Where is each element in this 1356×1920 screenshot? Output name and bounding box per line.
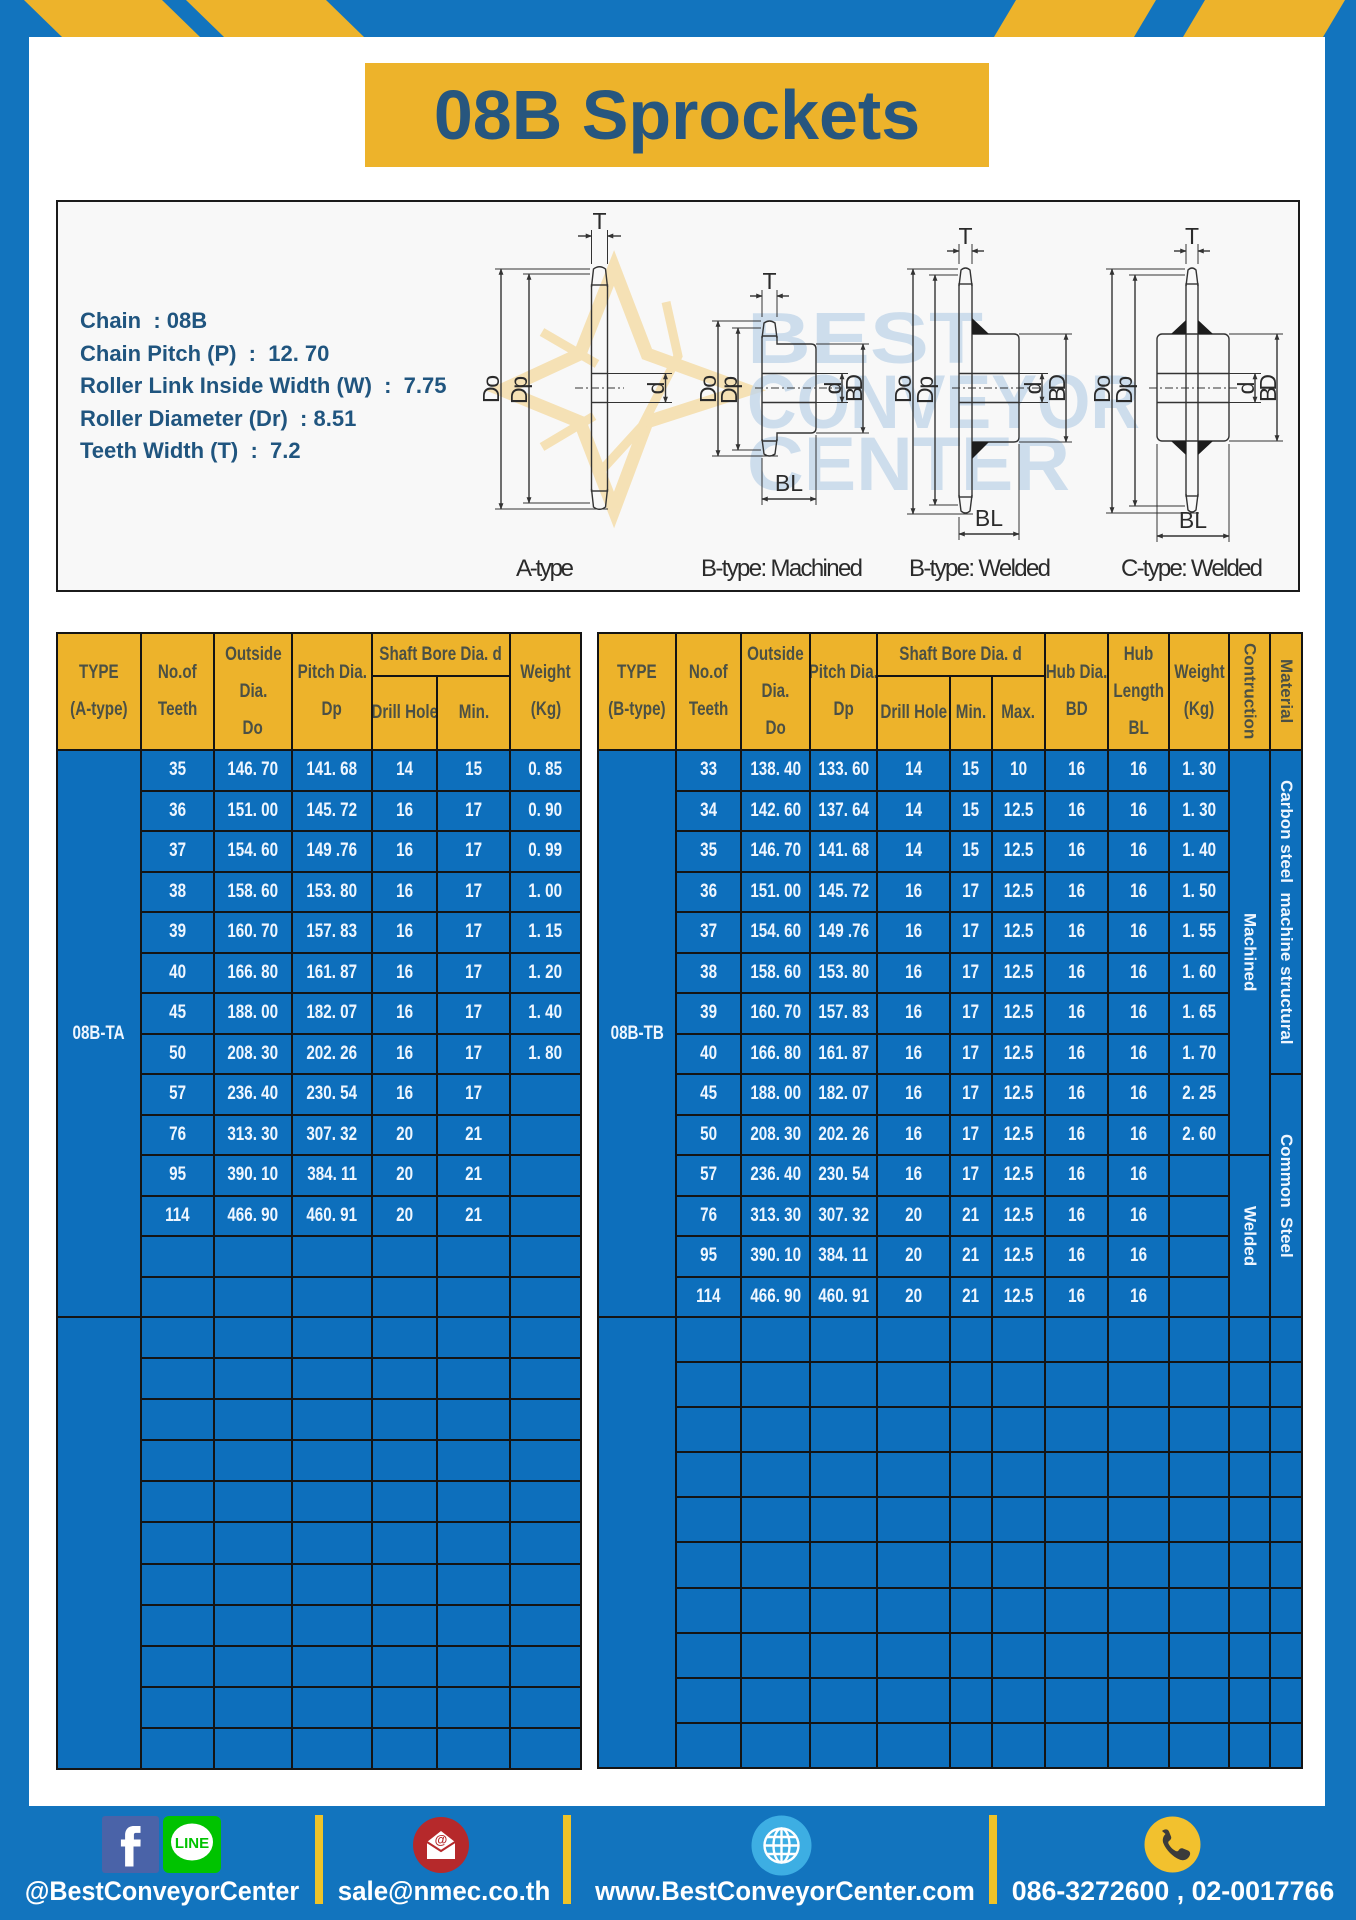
svg-text:B-type: Machined: B-type: Machined xyxy=(701,555,863,582)
svg-text:BL: BL xyxy=(1179,507,1207,533)
svg-text:d: d xyxy=(820,382,846,395)
svg-text:A-type: A-type xyxy=(516,555,574,582)
svg-text:d: d xyxy=(643,382,669,395)
svg-text:C-type: Welded: C-type: Welded xyxy=(1121,555,1263,582)
svg-text:Do: Do xyxy=(890,375,916,403)
svg-text:Dp: Dp xyxy=(1111,376,1137,404)
svg-text:T: T xyxy=(762,268,776,294)
svg-text:T: T xyxy=(958,223,972,249)
svg-text:Do: Do xyxy=(478,375,504,403)
svg-text:Dp: Dp xyxy=(912,376,938,404)
svg-text:T: T xyxy=(592,208,606,234)
svg-text:d: d xyxy=(1020,382,1046,395)
svg-text:T: T xyxy=(1185,223,1199,249)
svg-text:Do: Do xyxy=(1089,375,1115,403)
svg-text:BD: BD xyxy=(1044,374,1070,402)
svg-text:BL: BL xyxy=(975,505,1003,531)
svg-text:LINE: LINE xyxy=(175,1835,209,1852)
svg-text:Dp: Dp xyxy=(716,376,742,404)
svg-text:Dp: Dp xyxy=(506,376,532,404)
svg-text:BL: BL xyxy=(775,470,803,496)
svg-text:BD: BD xyxy=(1255,374,1281,402)
svg-text:d: d xyxy=(1233,382,1259,395)
svg-text:@: @ xyxy=(435,1832,448,1847)
svg-text:BD: BD xyxy=(841,374,867,402)
svg-text:Do: Do xyxy=(695,375,721,403)
svg-text:B-type: Welded: B-type: Welded xyxy=(909,555,1051,582)
svg-text:CENTER: CENTER xyxy=(747,422,1070,507)
